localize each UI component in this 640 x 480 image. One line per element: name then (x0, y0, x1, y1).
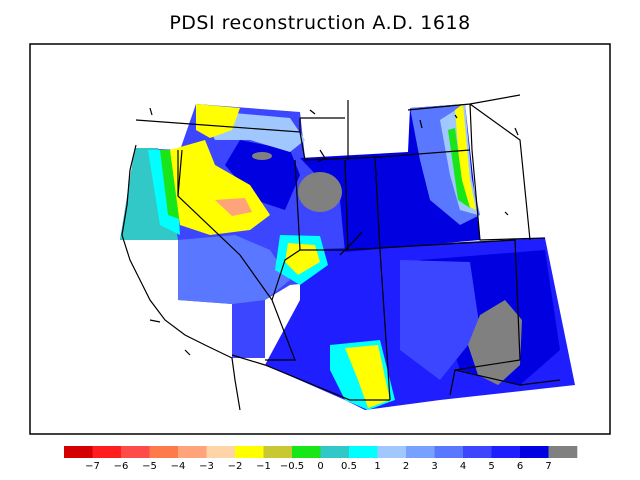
zone-east-yellow (455, 104, 476, 210)
coastline (121, 107, 519, 411)
zone-az-yellow (345, 345, 390, 408)
gray-patch-idaho (252, 152, 272, 160)
map-title: PDSI reconstruction A.D. 1618 (169, 12, 471, 34)
pdsi-field (120, 104, 575, 410)
zone-utah-yellow (285, 243, 320, 275)
zone-east-green (448, 128, 470, 208)
zone-yellow-north (196, 104, 240, 138)
zone-deep-blue-1 (225, 140, 300, 210)
state-boundaries (135, 94, 561, 401)
gray-patch-newmexico (468, 300, 522, 385)
zone-mid-blue-east (400, 260, 480, 380)
gray-patch-wyoming (298, 172, 342, 212)
zone-peach-center (215, 198, 252, 216)
